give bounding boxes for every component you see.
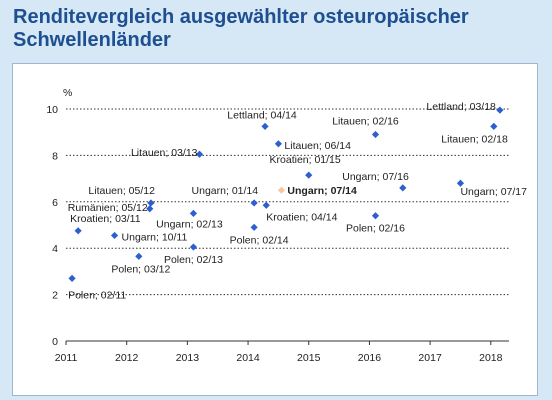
data-point: [110, 231, 119, 240]
y-tick-label: 6: [52, 197, 58, 209]
data-point: [496, 106, 504, 114]
data-point: [250, 223, 258, 231]
x-tick-label: 2011: [55, 352, 78, 364]
y-tick-label: 8: [52, 150, 58, 162]
data-label: Kroatien; 03/11: [70, 213, 141, 225]
chart-title: Renditevergleich ausgewählter osteuropäi…: [13, 6, 543, 52]
x-tick-label: 2018: [479, 352, 503, 364]
data-label: Kroatien; 01/15: [270, 154, 341, 166]
data-point: [262, 201, 270, 209]
data-point: [490, 122, 498, 130]
x-tick-label: 2015: [297, 352, 321, 364]
data-label: Ungarn; 01/14: [192, 185, 259, 197]
data-label: Ungarn; 07/16: [342, 171, 409, 183]
data-label: Litauen; 03/13: [131, 147, 198, 159]
x-tick-label: 2014: [236, 352, 260, 364]
data-point: [68, 274, 76, 282]
data-label: Lettland; 04/14: [227, 109, 297, 121]
grid-lines: [66, 108, 509, 296]
data-label: Kroatien; 04/14: [266, 211, 337, 223]
data-label: Ungarn; 07/14: [287, 185, 357, 197]
y-axis-unit: %: [63, 87, 72, 99]
chart-title-line-2: Schwellenländer: [13, 29, 171, 51]
x-tick-label: 2012: [115, 352, 139, 364]
data-label: Polen; 02/13: [164, 254, 223, 266]
data-label: Polen; 03/12: [111, 263, 170, 275]
data-point: [74, 227, 82, 235]
data-points: [68, 106, 504, 282]
y-tick-label: 2: [52, 290, 58, 302]
data-point: [261, 122, 269, 130]
x-tick-label: 2013: [176, 352, 200, 364]
data-point: [189, 243, 198, 251]
data-point: [147, 199, 155, 207]
data-label: Polen; 02/14: [230, 234, 289, 246]
data-label: Litauen; 05/12: [88, 185, 155, 197]
data-label: Rumänien; 05/12: [68, 202, 148, 214]
data-label: Ungarn; 02/13: [156, 218, 223, 230]
y-tick-label: 10: [46, 104, 58, 116]
axes: 0 2 4 6 8 10 2011 2012 2013 2014 2015 2016 2017 2018: [46, 104, 509, 364]
chart-panel: 0 2 4 6 8 10 2011 2012 2013 2014 2015 2016 2017 2018 …: [12, 63, 538, 396]
data-point: [456, 179, 465, 187]
y-tick-label: 4: [52, 243, 58, 255]
data-point: [135, 252, 143, 260]
highlighted-data-point: [277, 186, 286, 194]
data-label: Litauen; 02/16: [332, 116, 399, 128]
chart-title-line-1: Renditevergleich ausgewählter osteuropäi…: [13, 6, 469, 28]
data-point: [371, 130, 380, 139]
x-tick-label: 2016: [358, 352, 382, 364]
data-label: Ungarn; 10/11: [122, 231, 188, 243]
data-point: [195, 150, 204, 158]
x-tick-label: 2017: [418, 352, 442, 364]
data-point: [399, 184, 407, 192]
data-point: [189, 209, 198, 217]
data-point: [274, 140, 282, 148]
data-point: [146, 205, 154, 213]
data-label: Litauen; 06/14: [284, 140, 351, 152]
data-point: [371, 212, 380, 220]
data-label: Polen; 02/16: [346, 223, 405, 235]
data-label: Litauen; 02/18: [441, 133, 508, 145]
y-tick-label: 0: [52, 336, 58, 348]
data-label: Polen; 02/11: [68, 289, 126, 301]
data-label: Lettland; 03/18: [426, 101, 496, 113]
point-labels: Polen; 02/11 Kroatien; 03/11 Ungarn; 10/11…: [68, 101, 527, 301]
data-label: Ungarn; 07/17: [460, 186, 527, 198]
data-point: [250, 199, 258, 207]
data-point: [305, 171, 313, 179]
